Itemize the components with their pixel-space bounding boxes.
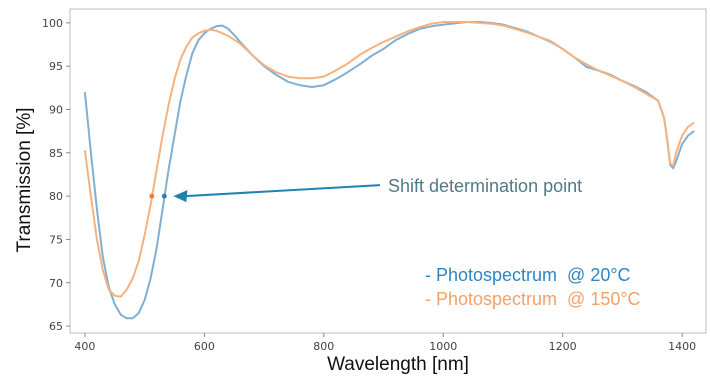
legend-entry-150c: - Photospectrum @ 150°C <box>425 289 641 309</box>
x-tick-label: 600 <box>194 340 215 353</box>
x-tick-label: 1200 <box>549 340 577 353</box>
shift-point-marker-150c <box>149 193 155 199</box>
x-tick-label: 1000 <box>429 340 457 353</box>
y-tick-label: 75 <box>49 233 63 246</box>
shift-point-marker-20c <box>161 193 167 199</box>
series-line-150c <box>83 21 695 298</box>
y-tick-label: 95 <box>49 60 63 73</box>
annotation-arrow-head <box>173 190 188 203</box>
plot-border <box>69 8 707 334</box>
x-tick-label: 1400 <box>668 340 696 353</box>
y-tick-label: 70 <box>49 277 63 290</box>
y-tick-label: 80 <box>49 190 63 203</box>
x-tick-label: 400 <box>74 340 95 353</box>
y-tick-label: 85 <box>49 147 63 160</box>
y-axis-title: Transmission [%] <box>14 108 35 253</box>
y-tick-label: 65 <box>49 320 63 333</box>
legend: - Photospectrum @ 20°C - Photospectrum @… <box>425 265 641 309</box>
x-tick-label: 800 <box>313 340 334 353</box>
marker-layer <box>149 193 167 199</box>
annotation-arrow-line <box>185 184 381 198</box>
annotation-text: Shift determination point <box>388 176 582 196</box>
y-tick-label: 90 <box>49 103 63 116</box>
x-axis-title: Wavelength [nm] <box>327 354 469 375</box>
tick-labels: 400 600 800 1000 1200 1400 65 70 75 80 85 90 95 100 <box>42 17 696 353</box>
annotation-layer: Shift determination point <box>173 176 582 203</box>
legend-entry-20c: - Photospectrum @ 20°C <box>425 265 631 285</box>
plot-area <box>69 8 707 334</box>
series-layer <box>83 21 695 320</box>
y-tick-label: 100 <box>42 17 63 30</box>
